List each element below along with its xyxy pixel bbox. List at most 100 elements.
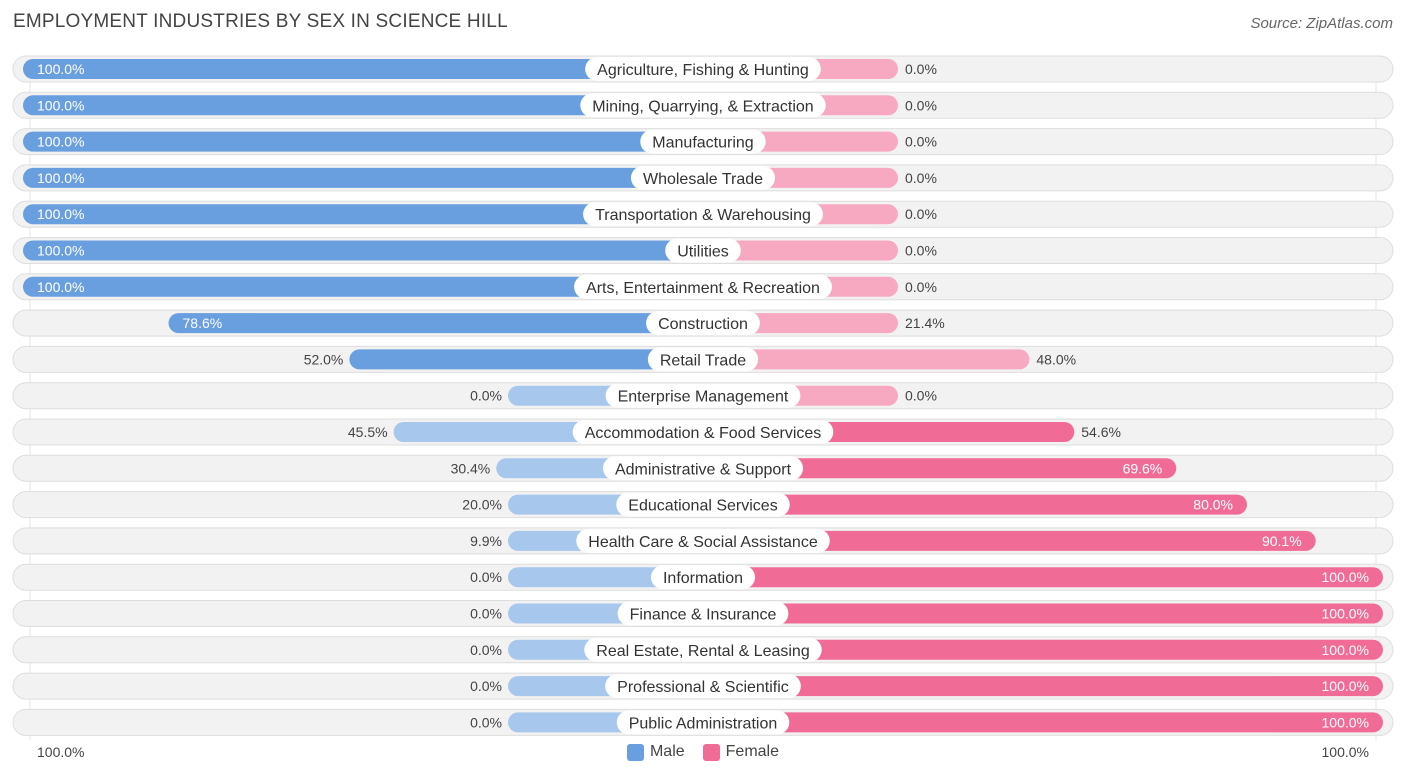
male-bar[interactable] bbox=[349, 349, 703, 370]
female-value-label: 0.0% bbox=[905, 170, 937, 186]
male-bar[interactable] bbox=[23, 131, 703, 152]
category-label-pill bbox=[572, 420, 834, 444]
category-label-pill bbox=[602, 456, 804, 481]
category-label: Accommodation & Food Services bbox=[585, 425, 822, 442]
female-value-label: 0.0% bbox=[905, 61, 937, 77]
axis-right-label: 100.0% bbox=[1321, 744, 1369, 760]
female-bar[interactable] bbox=[703, 530, 1316, 551]
male-value-label: 0.0% bbox=[470, 678, 502, 694]
legend-female-label: Female bbox=[725, 743, 780, 760]
male-value-label: 100.0% bbox=[37, 243, 84, 259]
category-label: Arts, Entertainment & Recreation bbox=[586, 280, 820, 297]
female-bar[interactable] bbox=[703, 349, 1030, 370]
female-bar[interactable] bbox=[703, 603, 1383, 624]
male-bar[interactable] bbox=[23, 276, 703, 297]
female-value-label: 0.0% bbox=[905, 279, 937, 295]
male-value-label: 0.0% bbox=[470, 569, 502, 585]
female-bar[interactable] bbox=[703, 676, 1383, 697]
male-bar[interactable] bbox=[23, 167, 703, 188]
female-bar[interactable] bbox=[703, 494, 1247, 515]
female-bar[interactable] bbox=[703, 567, 1383, 588]
legend-item-female[interactable]: Female bbox=[702, 743, 780, 761]
female-bar[interactable] bbox=[703, 240, 898, 261]
chart-row: 52.0% 48.0% Retail Trade bbox=[12, 345, 1394, 373]
female-value-label: 21.4% bbox=[905, 315, 945, 331]
category-label-pill bbox=[646, 311, 760, 336]
female-value-label: 0.0% bbox=[905, 134, 937, 150]
chart-row: 9.9% 90.1% Health Care & Social Assistance bbox=[12, 527, 1394, 555]
category-label: Retail Trade bbox=[660, 352, 746, 369]
chart-row: 100.0% 0.0% Utilities bbox=[12, 237, 1394, 264]
chart-row: 0.0% 100.0% Professional & Scientific bbox=[12, 672, 1394, 700]
chart-title: EMPLOYMENT INDUSTRIES BY SEX IN SCIENCE … bbox=[13, 11, 508, 32]
male-bar[interactable] bbox=[23, 204, 703, 225]
chart-row: 100.0% 0.0% Mining, Quarrying, & Extractio… bbox=[12, 91, 1394, 119]
chart-row: 30.4% 69.6% Administrative & Support bbox=[12, 454, 1394, 482]
male-value-label: 0.0% bbox=[470, 388, 502, 404]
male-value-label: 100.0% bbox=[37, 134, 84, 150]
female-swatch bbox=[702, 743, 720, 761]
female-value-label: 0.0% bbox=[905, 243, 937, 259]
chart-row: 0.0% 0.0% Enterprise Management bbox=[12, 382, 1394, 410]
chart-row: 78.6% 21.4% Construction bbox=[12, 309, 1394, 337]
male-bar[interactable] bbox=[23, 240, 703, 261]
male-value-label: 45.5% bbox=[348, 424, 388, 440]
female-value-label: 100.0% bbox=[1322, 714, 1369, 730]
female-value-label: 0.0% bbox=[905, 97, 937, 113]
female-value-label: 48.0% bbox=[1036, 351, 1076, 367]
category-label: Educational Services bbox=[628, 498, 777, 515]
male-value-label: 100.0% bbox=[37, 97, 84, 113]
category-label: Manufacturing bbox=[652, 135, 753, 152]
chart-row: 0.0% 100.0% Information bbox=[12, 563, 1394, 591]
female-value-label: 0.0% bbox=[905, 388, 937, 404]
chart-row: 20.0% 80.0% Educational Services bbox=[12, 491, 1394, 519]
male-value-label: 52.0% bbox=[304, 351, 344, 367]
category-label-pill bbox=[605, 674, 801, 699]
female-bar[interactable] bbox=[703, 712, 1383, 733]
category-label-pill bbox=[576, 528, 830, 553]
bar-chart: 100.0% 0.0% Agriculture, Fishing & Hunting… bbox=[12, 55, 1394, 740]
category-label-pill bbox=[580, 93, 826, 118]
category-label-pill bbox=[584, 637, 822, 662]
female-value-label: 90.1% bbox=[1262, 533, 1302, 549]
category-label-pill bbox=[617, 601, 789, 626]
axis-left-label: 100.0% bbox=[37, 744, 85, 760]
category-label-pill bbox=[605, 383, 801, 408]
male-value-label: 20.0% bbox=[462, 497, 502, 513]
chart-row: 100.0% 0.0% Transportation & Warehousing bbox=[12, 200, 1394, 228]
female-value-label: 100.0% bbox=[1322, 678, 1369, 694]
chart-row: 0.0% 100.0% Public Administration bbox=[12, 708, 1394, 736]
female-value-label: 0.0% bbox=[905, 206, 937, 222]
male-swatch bbox=[626, 743, 644, 761]
male-value-label: 78.6% bbox=[183, 315, 223, 331]
female-bar[interactable] bbox=[703, 639, 1383, 660]
category-label-pill bbox=[583, 202, 823, 227]
category-label: Wholesale Trade bbox=[643, 171, 763, 188]
female-bar[interactable] bbox=[703, 458, 1177, 479]
category-label: Professional & Scientific bbox=[617, 679, 789, 696]
chart-row: 100.0% 0.0% Manufacturing bbox=[12, 128, 1394, 156]
category-label: Administrative & Support bbox=[615, 461, 792, 478]
female-value-label: 100.0% bbox=[1322, 642, 1369, 658]
male-value-label: 100.0% bbox=[37, 206, 84, 222]
female-value-label: 54.6% bbox=[1081, 424, 1121, 440]
category-label-pill bbox=[574, 274, 832, 299]
category-label-pill bbox=[585, 57, 821, 81]
chart-row: 100.0% 0.0% Arts, Entertainment & Recreati… bbox=[12, 273, 1394, 301]
category-label-pill bbox=[616, 710, 790, 735]
chart-row: 100.0% 0.0% Wholesale Trade bbox=[12, 164, 1394, 192]
category-label: Public Administration bbox=[629, 715, 778, 732]
chart-row: 100.0% 0.0% Agriculture, Fishing & Hunting bbox=[12, 55, 1394, 83]
male-bar[interactable] bbox=[168, 313, 703, 334]
male-value-label: 9.9% bbox=[470, 533, 502, 549]
female-value-label: 69.6% bbox=[1123, 460, 1163, 476]
male-bar[interactable] bbox=[23, 59, 703, 79]
category-label: Health Care & Social Assistance bbox=[588, 534, 818, 551]
male-bar[interactable] bbox=[23, 95, 703, 116]
category-label-pill bbox=[630, 165, 776, 190]
category-label: Real Estate, Rental & Leasing bbox=[596, 643, 809, 660]
category-label: Finance & Insurance bbox=[630, 607, 777, 624]
category-label-pill bbox=[665, 238, 741, 263]
legend-item-male[interactable]: Male bbox=[626, 743, 685, 761]
category-label-pill bbox=[640, 129, 766, 154]
